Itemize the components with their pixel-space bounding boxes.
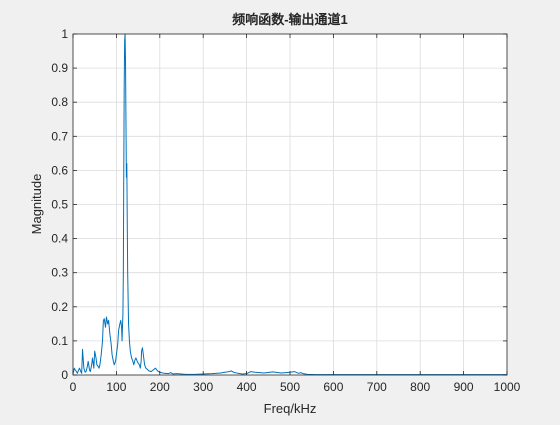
y-tick-label: 0.2 — [51, 300, 68, 314]
x-tick-label: 900 — [454, 380, 474, 394]
x-tick-label: 500 — [280, 380, 300, 394]
y-tick-label: 0.3 — [51, 266, 68, 280]
y-tick-label: 0.5 — [51, 198, 68, 212]
x-tick-label: 300 — [193, 380, 213, 394]
series-line — [72, 33, 507, 376]
x-tick-labels: 0 100 200 300 400 500 600 700 800 900 1000 — [70, 380, 521, 394]
y-tick-label: 0.9 — [51, 61, 68, 75]
x-tick-label: 700 — [367, 380, 387, 394]
x-tick-label: 200 — [150, 380, 170, 394]
y-axis-label: Magnitude — [29, 174, 44, 235]
y-tick-label: 0.8 — [51, 95, 68, 109]
x-tick-label: 1000 — [494, 380, 521, 394]
x-tick-label: 400 — [237, 380, 257, 394]
ticks — [72, 33, 508, 376]
x-axis-label: Freq/kHz — [264, 401, 317, 416]
y-tick-label: 0.4 — [51, 232, 68, 246]
y-tick-label: 0.6 — [51, 163, 68, 177]
y-tick-label: 0.1 — [51, 334, 68, 348]
x-tick-label: 100 — [106, 380, 126, 394]
x-tick-label: 0 — [70, 380, 77, 394]
y-tick-labels: 0 0.1 0.2 0.3 0.4 0.5 0.6 0.7 0.8 0.9 1 — [51, 27, 68, 382]
x-tick-label: 800 — [410, 380, 430, 394]
grid — [73, 34, 507, 375]
y-tick-label: 0 — [61, 368, 68, 382]
chart-title: 频响函数-输出通道1 — [232, 12, 348, 27]
y-tick-label: 1 — [61, 27, 68, 41]
x-tick-label: 600 — [323, 380, 343, 394]
y-tick-label: 0.7 — [51, 129, 68, 143]
